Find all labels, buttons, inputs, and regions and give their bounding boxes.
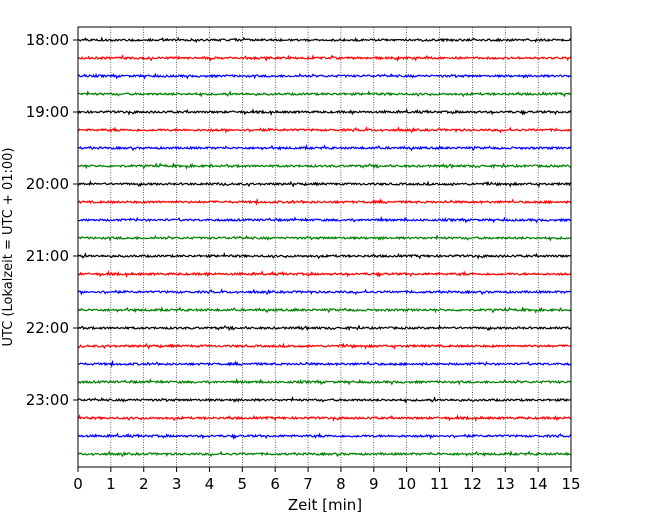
- x-tick-label: 1: [106, 475, 116, 493]
- x-tick-label: 11: [430, 475, 449, 493]
- plot-frame: [77, 26, 572, 468]
- trace-line: [77, 89, 572, 98]
- y-tick-label: 19:00: [26, 103, 69, 121]
- x-tick-label: 6: [270, 475, 280, 493]
- trace-line: [77, 305, 572, 314]
- x-tick-label: 14: [529, 475, 548, 493]
- trace-line: [77, 396, 572, 404]
- x-tick-label: 10: [397, 475, 416, 493]
- trace-line: [77, 270, 572, 279]
- x-tick-label: 15: [561, 475, 580, 493]
- y-tick-label: 20:00: [26, 175, 69, 193]
- x-tick-label: 4: [205, 475, 215, 493]
- x-tick-label: 9: [369, 475, 379, 493]
- seismic-traces: [77, 36, 572, 458]
- x-axis-label: Zeit [min]: [288, 496, 362, 514]
- trace-line: [77, 413, 572, 423]
- y-axis-label: UTC (Lokalzeit = UTC + 01:00): [1, 148, 16, 347]
- trace-line: [77, 179, 572, 188]
- trace-line: [77, 162, 572, 170]
- trace-line: [77, 36, 572, 44]
- x-axis-ticks: 0 1 2 3 4 5 6 7 8 9 10 11 12 13 14 15: [73, 467, 581, 493]
- x-tick-label: 2: [139, 475, 149, 493]
- trace-line: [77, 143, 572, 152]
- trace-line: [77, 323, 572, 332]
- y-axis-ticks: 18:00 19:00 20:00 21:00 22:00 23:00: [26, 31, 78, 409]
- y-tick-label: 21:00: [26, 247, 69, 265]
- trace-line: [77, 377, 572, 386]
- x-tick-label: 3: [172, 475, 182, 493]
- y-tick-label: 23:00: [26, 391, 69, 409]
- x-tick-label: 12: [463, 475, 482, 493]
- trace-line: [77, 126, 572, 134]
- x-tick-label: 13: [496, 475, 515, 493]
- trace-line: [77, 215, 572, 224]
- trace-line: [77, 251, 572, 260]
- trace-line: [77, 359, 572, 368]
- trace-line: [77, 197, 572, 206]
- y-tick-label: 18:00: [26, 31, 69, 49]
- trace-line: [77, 72, 572, 80]
- y-tick-label: 22:00: [26, 319, 69, 337]
- trace-line: [77, 449, 572, 458]
- x-tick-label: 5: [238, 475, 248, 493]
- trace-line: [77, 288, 572, 296]
- trace-line: [77, 432, 572, 440]
- trace-line: [77, 54, 572, 63]
- trace-line: [77, 108, 572, 117]
- x-tick-label: 7: [303, 475, 313, 493]
- grid-lines: [110, 27, 539, 467]
- x-tick-label: 8: [336, 475, 346, 493]
- trace-line: [77, 342, 572, 350]
- trace-line: [77, 234, 572, 242]
- x-tick-label: 0: [73, 475, 83, 493]
